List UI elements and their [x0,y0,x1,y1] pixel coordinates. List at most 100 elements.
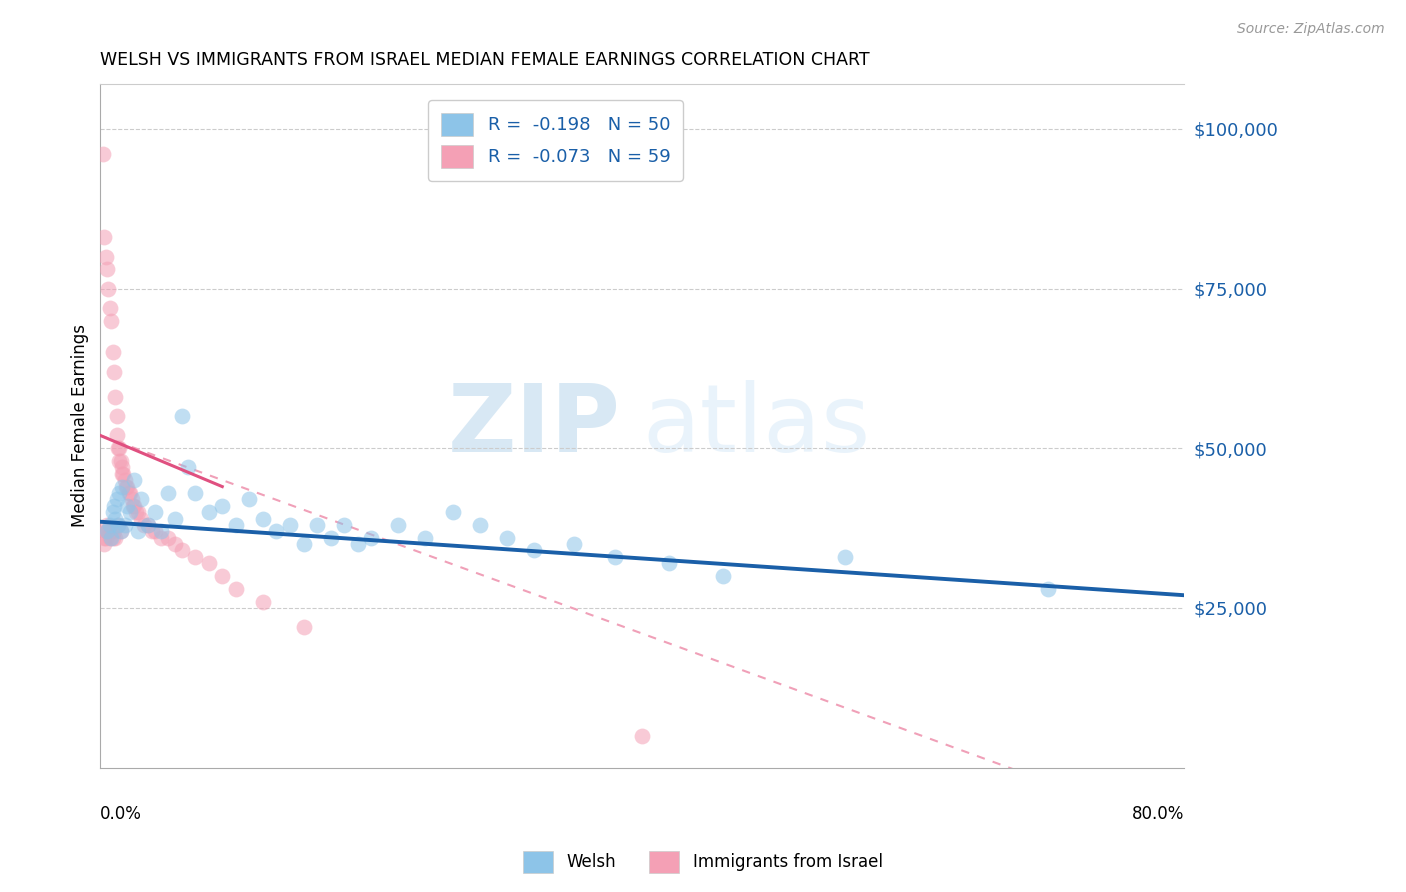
Point [104,511,127,525]
Point [110,524,132,539]
Point [292,537,315,551]
Point [346,537,368,551]
Point [111,480,134,494]
Point [564,537,586,551]
Point [107,517,129,532]
Point [100,524,122,539]
Point [105,428,128,442]
Point [197,556,219,570]
Point [111,460,134,475]
Point [101,345,124,359]
Point [1038,582,1060,596]
Text: atlas: atlas [643,380,870,472]
Point [98,531,121,545]
Point [658,556,681,570]
Point [107,517,129,532]
Point [98,301,121,315]
Point [468,517,491,532]
Point [319,531,342,545]
Point [111,467,134,481]
Point [121,492,143,507]
Point [136,517,159,532]
Point [129,511,152,525]
Point [108,486,131,500]
Point [415,531,437,545]
Point [129,492,152,507]
Point [122,499,145,513]
Point [98,517,121,532]
Point [184,486,207,500]
Point [97,281,120,295]
Point [105,409,128,424]
Point [631,729,654,743]
Point [170,543,193,558]
Point [105,492,128,507]
Point [184,549,207,564]
Point [225,517,247,532]
Point [143,505,166,519]
Point [278,517,301,532]
Point [94,524,117,539]
Point [100,531,122,545]
Point [292,620,315,634]
Point [104,531,127,545]
Point [252,594,274,608]
Point [211,499,233,513]
Point [97,524,120,539]
Point [127,524,149,539]
Legend: Welsh, Immigrants from Israel: Welsh, Immigrants from Israel [516,845,890,880]
Point [91,147,114,161]
Point [127,505,149,519]
Point [150,531,173,545]
Point [103,524,125,539]
Point [96,517,118,532]
Point [603,549,626,564]
Point [122,473,145,487]
Point [495,531,517,545]
Point [834,549,856,564]
Y-axis label: Median Female Earnings: Median Female Earnings [72,325,89,527]
Point [143,524,166,539]
Point [93,537,115,551]
Point [96,262,118,277]
Point [104,390,127,404]
Point [523,543,546,558]
Point [96,524,118,539]
Point [150,524,173,539]
Point [170,409,193,424]
Text: ZIP: ZIP [447,380,620,472]
Point [360,531,382,545]
Point [96,524,118,539]
Point [120,486,142,500]
Text: Source: ZipAtlas.com: Source: ZipAtlas.com [1237,22,1385,37]
Point [441,505,464,519]
Point [163,511,186,525]
Point [713,569,735,583]
Point [211,569,233,583]
Point [108,442,131,456]
Point [124,505,146,519]
Text: 0.0%: 0.0% [100,805,142,823]
Point [107,442,129,456]
Point [93,230,115,244]
Point [333,517,356,532]
Point [114,517,136,532]
Text: WELSH VS IMMIGRANTS FROM ISRAEL MEDIAN FEMALE EARNINGS CORRELATION CHART: WELSH VS IMMIGRANTS FROM ISRAEL MEDIAN F… [100,51,870,69]
Point [197,505,219,519]
Point [163,537,186,551]
Point [110,524,132,539]
Point [141,524,163,539]
Point [114,473,136,487]
Point [387,517,409,532]
Point [132,517,155,532]
Point [238,492,260,507]
Point [117,499,139,513]
Point [101,531,124,545]
Text: 80.0%: 80.0% [1132,805,1184,823]
Point [101,505,124,519]
Point [94,250,117,264]
Point [307,517,329,532]
Point [103,499,125,513]
Point [93,531,115,545]
Point [118,486,141,500]
